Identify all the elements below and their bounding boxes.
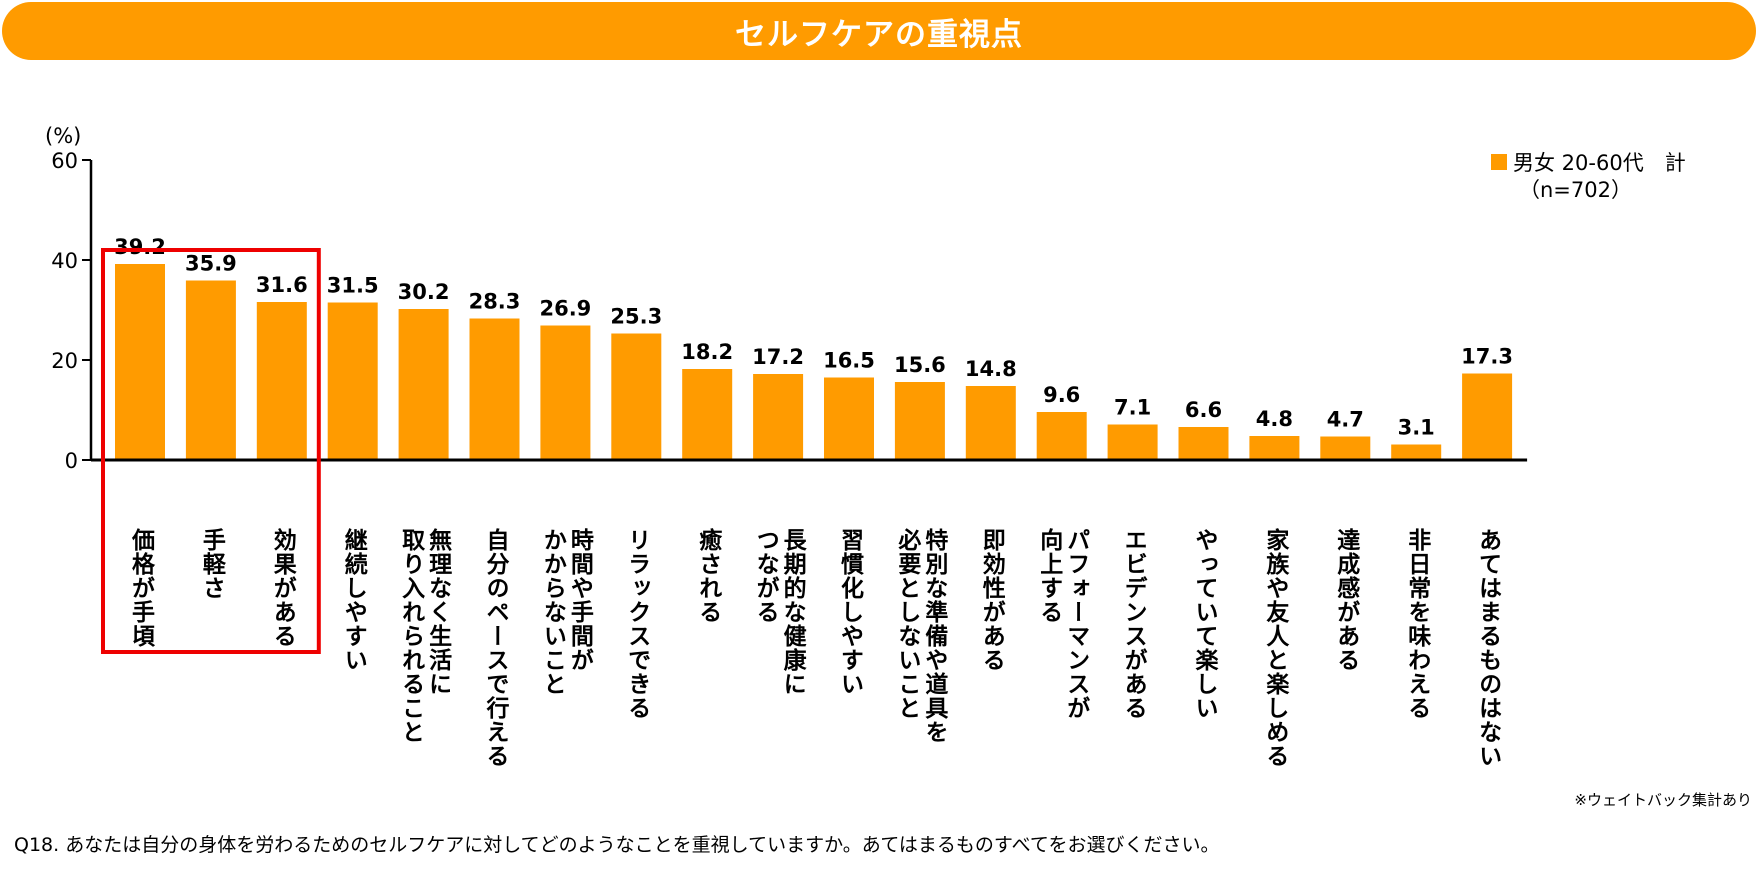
- x-tick-label: エビデンスがある: [1120, 528, 1147, 720]
- x-tick-label: パフォーマンスが 向上する: [1035, 528, 1089, 720]
- legend-sample-size: （n=702）: [1519, 178, 1632, 202]
- data-label: 4.7: [1327, 408, 1364, 432]
- bar: [753, 374, 804, 460]
- data-label: 7.1: [1114, 396, 1151, 420]
- data-label: 9.6: [1043, 383, 1080, 407]
- data-label: 31.6: [256, 273, 308, 297]
- y-axis-unit-label: (%): [45, 124, 81, 148]
- x-tick-label: 癒される: [694, 528, 721, 624]
- legend-item: 男女 20-60代 計: [1491, 150, 1686, 177]
- highlight-box: [101, 248, 321, 654]
- x-tick-label: 手軽さ: [198, 528, 225, 600]
- bar: [682, 369, 733, 460]
- data-label: 14.8: [965, 357, 1017, 381]
- x-tick-label: 特別な準備や道具を 必要としないこと: [893, 528, 947, 744]
- bar: [894, 382, 945, 460]
- x-tick-label: 自分のペースで行える: [482, 528, 508, 768]
- chart-title: セルフケアの重視点: [735, 16, 1023, 53]
- data-label: 31.5: [327, 274, 379, 298]
- bar: [824, 377, 874, 460]
- x-tick-label: 継続しやすい: [340, 528, 367, 672]
- data-label: 15.6: [894, 353, 946, 377]
- x-tick-label: 即効性がある: [978, 528, 1005, 672]
- bar: [1107, 424, 1158, 460]
- data-label: 28.3: [469, 290, 521, 314]
- y-tick-label: 20: [51, 349, 78, 373]
- bar: [1249, 436, 1300, 460]
- data-label: 18.2: [681, 340, 733, 364]
- x-tick-label: 習慣化しやすい: [836, 528, 863, 696]
- legend-swatch: [1491, 154, 1507, 170]
- x-tick-label: 長期的な健康に つながる: [752, 528, 806, 696]
- bar: [327, 302, 378, 460]
- x-tick-label: リラックスできる: [623, 528, 650, 720]
- bar: [965, 386, 1016, 460]
- x-tick-label: 家族や友人と楽しめる: [1261, 528, 1288, 768]
- x-tick-label: 時間や手間が かからないこと: [539, 528, 593, 696]
- bar: [1391, 444, 1442, 460]
- bar: [1462, 373, 1513, 460]
- x-tick-label: 達成感がある: [1332, 528, 1359, 672]
- data-label: 25.3: [610, 305, 662, 329]
- bar: [115, 264, 165, 460]
- x-tick-label: やっていて楽しい: [1191, 528, 1217, 720]
- data-label: 3.1: [1398, 416, 1435, 440]
- legend: 男女 20-60代 計 （n=702）: [1491, 150, 1686, 204]
- x-tick-label: 効果がある: [269, 528, 296, 648]
- x-tick-label: 無理なく生活に 取り入れられること: [397, 528, 451, 744]
- y-tick-label: 0: [65, 449, 78, 473]
- data-label: 6.6: [1185, 398, 1222, 422]
- bar: [1178, 427, 1229, 460]
- data-label: 26.9: [539, 297, 591, 321]
- data-label: 35.9: [185, 252, 237, 276]
- x-tick-label: 非日常を味わえる: [1403, 528, 1430, 720]
- bar: [1320, 436, 1371, 460]
- data-label: 39.2: [114, 235, 166, 259]
- bar: [1036, 412, 1087, 460]
- data-label: 16.5: [823, 349, 875, 373]
- bar: [611, 333, 662, 460]
- bar: [398, 309, 449, 460]
- weight-back-note: ※ウェイトバック集計あり: [1574, 791, 1752, 809]
- bar: [256, 302, 307, 460]
- legend-label: 男女 20-60代 計: [1513, 151, 1686, 175]
- y-tick-label: 60: [51, 149, 78, 173]
- data-label: 17.3: [1461, 345, 1513, 369]
- title-banner: セルフケアの重視点: [2, 2, 1756, 60]
- x-tick-label: あてはまるものはない: [1474, 528, 1501, 768]
- y-tick-label: 40: [51, 249, 78, 273]
- x-tick-label: 価格が手頃: [127, 528, 154, 648]
- data-label: 4.8: [1256, 407, 1293, 431]
- bar: [469, 318, 520, 460]
- bar: [185, 280, 236, 460]
- data-label: 17.2: [752, 345, 804, 369]
- bar: [540, 325, 591, 460]
- survey-question: Q18. あなたは自分の身体を労わるためのセルフケアに対してどのようなことを重視…: [14, 834, 1220, 856]
- data-label: 30.2: [398, 280, 450, 304]
